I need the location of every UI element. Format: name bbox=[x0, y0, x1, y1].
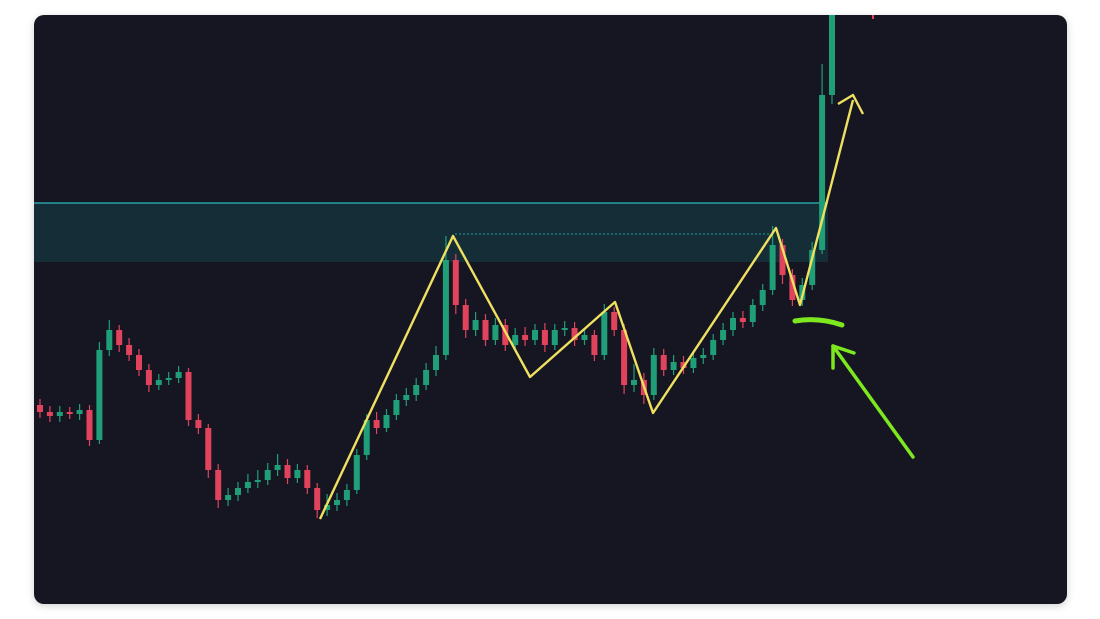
candle-body bbox=[819, 95, 826, 250]
candle-body bbox=[264, 470, 271, 480]
candle-body bbox=[730, 318, 736, 330]
candle-body bbox=[581, 335, 588, 340]
candle-body bbox=[462, 305, 469, 330]
candle-body bbox=[829, 15, 835, 95]
plot bbox=[34, 15, 915, 520]
candle-body bbox=[304, 470, 311, 488]
chart-card bbox=[34, 15, 1067, 604]
candle-body bbox=[749, 305, 756, 322]
candle-body bbox=[423, 370, 430, 385]
candle-body bbox=[433, 355, 439, 370]
candle-body bbox=[106, 330, 113, 350]
candle-body bbox=[86, 410, 93, 440]
candle-body bbox=[720, 330, 727, 340]
candle-body bbox=[660, 355, 667, 370]
candle-body bbox=[492, 325, 499, 340]
candle-body bbox=[225, 495, 232, 500]
candles bbox=[37, 15, 835, 518]
candle-body bbox=[373, 420, 380, 428]
candle-body bbox=[482, 320, 489, 340]
candle-body bbox=[442, 260, 449, 355]
candle-body bbox=[631, 380, 637, 385]
candle-body bbox=[611, 312, 618, 330]
candle-body bbox=[541, 330, 548, 345]
candle-body bbox=[670, 362, 677, 370]
candle-body bbox=[601, 312, 608, 355]
candle-body bbox=[155, 380, 162, 385]
candle-body bbox=[37, 405, 43, 412]
candle-body bbox=[235, 488, 241, 495]
candle-body bbox=[175, 372, 182, 378]
candle-body bbox=[116, 330, 123, 345]
candle-body bbox=[690, 358, 697, 368]
candle-body bbox=[136, 355, 142, 370]
candle-body bbox=[502, 325, 509, 345]
candle-body bbox=[650, 355, 657, 395]
candle-body bbox=[76, 410, 83, 414]
candle-body bbox=[66, 412, 73, 414]
candle-body bbox=[621, 330, 628, 385]
candle-body bbox=[274, 465, 281, 470]
arrow-head bbox=[837, 93, 865, 115]
candle-body bbox=[393, 400, 400, 415]
candle-body bbox=[363, 420, 370, 455]
candle-body bbox=[314, 488, 321, 510]
candle-body bbox=[403, 395, 410, 400]
candle-body bbox=[571, 328, 578, 340]
candle-body bbox=[205, 428, 212, 470]
candle-body bbox=[195, 420, 202, 428]
candle-body bbox=[353, 455, 360, 490]
candle-body bbox=[700, 355, 707, 358]
candle-body bbox=[779, 245, 786, 275]
candle-body bbox=[324, 505, 331, 510]
candle-body bbox=[126, 345, 133, 355]
candle-body bbox=[284, 465, 291, 478]
candle-body bbox=[96, 350, 103, 440]
candle-body bbox=[512, 335, 519, 345]
candle-body bbox=[56, 412, 63, 416]
candle-body bbox=[145, 370, 152, 385]
zigzag-annotation bbox=[318, 99, 855, 520]
candle-body bbox=[472, 320, 479, 330]
candle-body bbox=[561, 328, 568, 330]
candle-body bbox=[383, 415, 390, 428]
resistance-zone bbox=[34, 203, 828, 262]
candle-body bbox=[522, 335, 529, 340]
pointer-arrow bbox=[831, 344, 915, 459]
candle-body bbox=[165, 378, 172, 380]
candle-body bbox=[244, 482, 251, 488]
candle-body bbox=[254, 480, 261, 482]
candle-body bbox=[789, 275, 796, 300]
candle-body bbox=[215, 470, 222, 500]
pointer-arrow-head bbox=[831, 344, 856, 370]
candle-body bbox=[413, 385, 420, 395]
candle-body bbox=[46, 412, 53, 416]
candle-body bbox=[532, 330, 538, 340]
candle-body bbox=[551, 330, 558, 345]
candle-body bbox=[294, 470, 301, 478]
candle-body bbox=[739, 318, 746, 322]
candle-body bbox=[809, 250, 816, 285]
candle-body bbox=[452, 260, 459, 305]
support-mark bbox=[792, 317, 845, 328]
candle-body bbox=[769, 245, 776, 290]
candle-body bbox=[710, 340, 717, 355]
candle-body bbox=[334, 500, 340, 505]
candle-body bbox=[185, 372, 192, 420]
candle-body bbox=[343, 490, 350, 500]
candle-body bbox=[591, 335, 598, 355]
candle-body bbox=[759, 290, 766, 305]
